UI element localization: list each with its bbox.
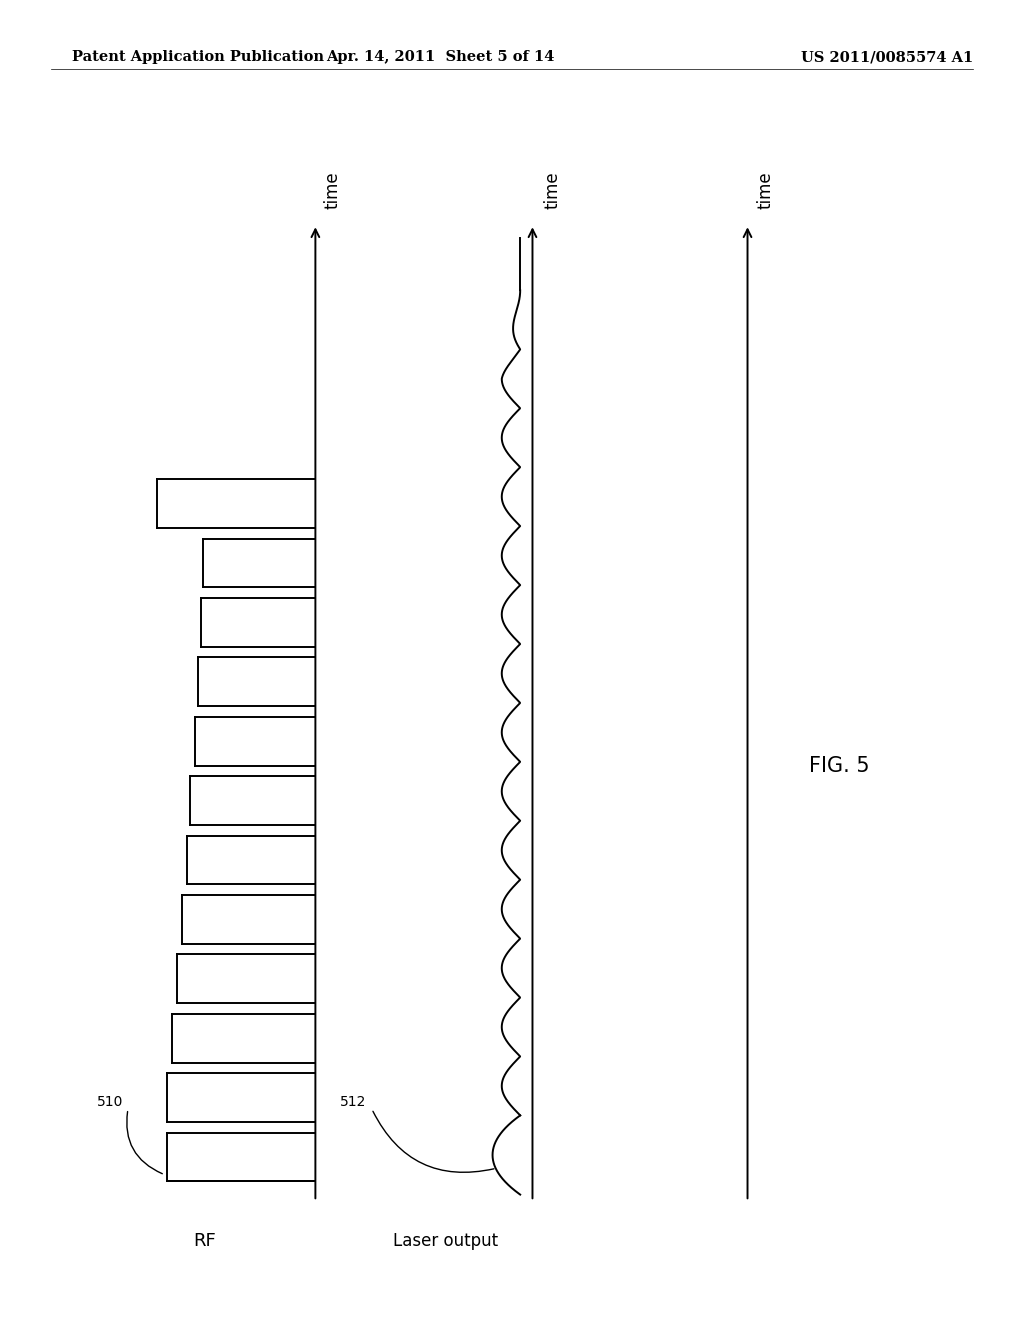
Text: FIG. 5: FIG. 5 bbox=[809, 755, 870, 776]
Text: Apr. 14, 2011  Sheet 5 of 14: Apr. 14, 2011 Sheet 5 of 14 bbox=[326, 50, 555, 65]
Text: US 2011/0085574 A1: US 2011/0085574 A1 bbox=[801, 50, 973, 65]
Text: RF: RF bbox=[194, 1232, 216, 1250]
Text: Patent Application Publication: Patent Application Publication bbox=[72, 50, 324, 65]
Text: 512: 512 bbox=[340, 1096, 367, 1109]
Text: Laser output: Laser output bbox=[393, 1232, 498, 1250]
Text: time: time bbox=[544, 172, 562, 210]
Text: time: time bbox=[324, 172, 342, 210]
Text: time: time bbox=[757, 172, 775, 210]
Text: 510: 510 bbox=[96, 1096, 123, 1109]
